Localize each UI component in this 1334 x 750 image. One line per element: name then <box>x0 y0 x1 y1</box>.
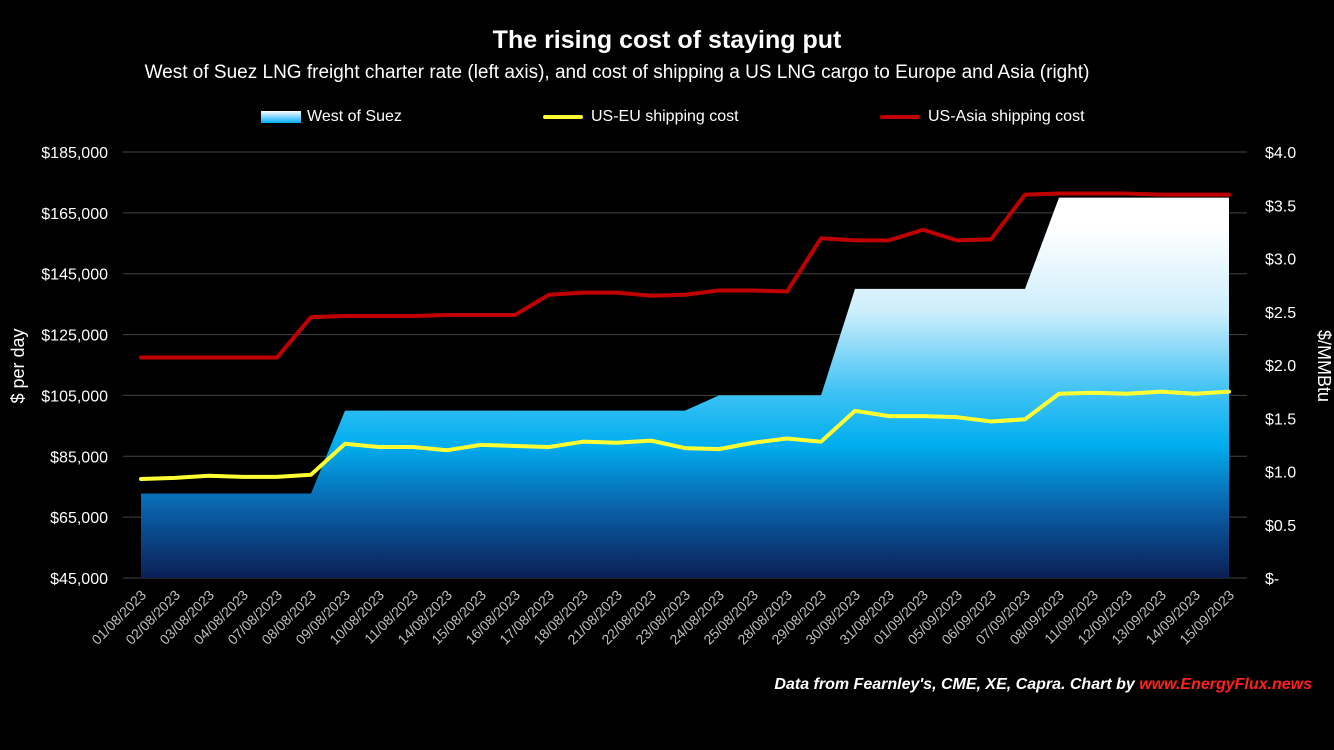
legend-us-asia[interactable]: US-Asia shipping cost <box>880 108 1085 126</box>
left-tick-label: $145,000 <box>41 267 108 284</box>
right-tick-label: $2.5 <box>1265 305 1296 322</box>
legend-label: West of Suez <box>307 108 402 125</box>
right-tick-label: $1.5 <box>1265 411 1296 428</box>
source-text: Data from Fearnley's, CME, XE, Capra. Ch… <box>774 676 1140 693</box>
left-tick-label: $45,000 <box>50 571 108 588</box>
line-us-eu-shipping-cost <box>139 389 1231 481</box>
legend-west-of-suez[interactable]: West of Suez <box>261 108 402 126</box>
chart-title: The rising cost of staying put <box>492 26 842 54</box>
legend-us-eu[interactable]: US-EU shipping cost <box>543 108 739 126</box>
left-tick-label: $165,000 <box>41 206 108 223</box>
right-tick-label: $0.5 <box>1265 518 1296 535</box>
legend-label: US-EU shipping cost <box>591 108 739 125</box>
left-tick-label: $65,000 <box>50 510 108 527</box>
right-tick-label: $- <box>1265 571 1279 588</box>
brand-link[interactable]: www.EnergyFlux.news <box>1139 676 1312 693</box>
legend-line-swatch <box>543 115 583 119</box>
right-tick-label: $3.0 <box>1265 252 1296 269</box>
left-tick-label: $85,000 <box>50 449 108 466</box>
right-tick-label: $2.0 <box>1265 358 1296 375</box>
left-tick-label: $185,000 <box>41 145 108 162</box>
legend-label: US-Asia shipping cost <box>928 108 1085 125</box>
legend-line-swatch <box>880 115 920 119</box>
right-tick-label: $1.0 <box>1265 465 1296 482</box>
right-tick-label: $3.5 <box>1265 198 1296 215</box>
line-us-asia-shipping-cost <box>139 191 1231 360</box>
left-tick-label: $125,000 <box>41 328 108 345</box>
left-tick-label: $105,000 <box>41 388 108 405</box>
right-tick-label: $4.0 <box>1265 145 1296 162</box>
legend-area-swatch <box>261 111 301 123</box>
source-footer: Data from Fearnley's, CME, XE, Capra. Ch… <box>774 676 1312 694</box>
area-west-of-suez <box>141 197 1229 578</box>
chart-subtitle: West of Suez LNG freight charter rate (l… <box>144 62 1090 83</box>
